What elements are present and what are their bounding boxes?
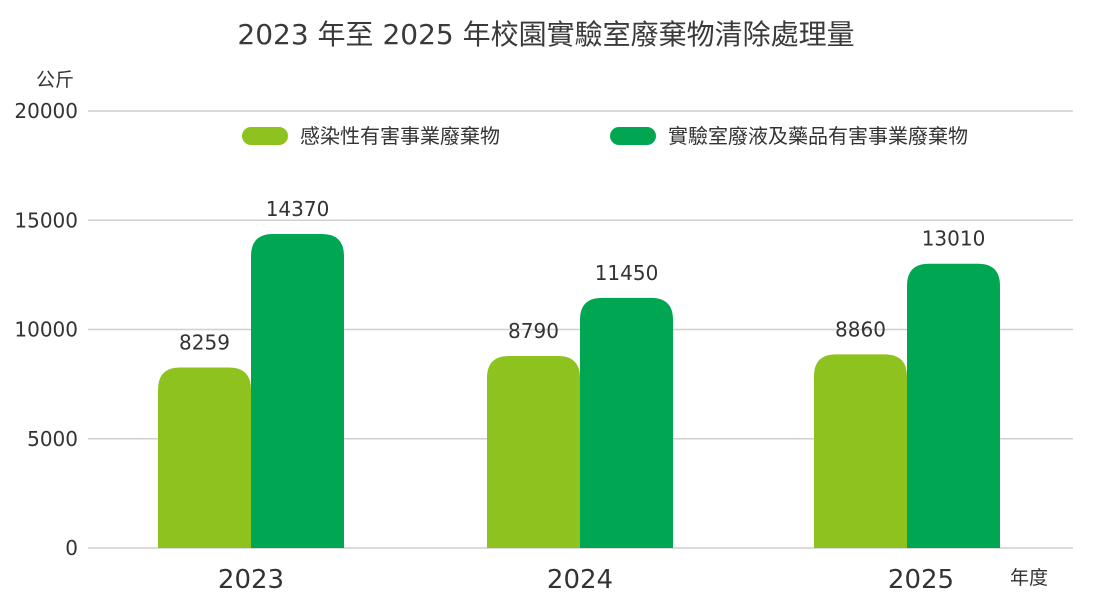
legend-label: 感染性有害事業廢棄物 bbox=[300, 124, 500, 148]
value-label: 11450 bbox=[595, 261, 659, 285]
x-axis-unit-label: 年度 bbox=[1010, 567, 1048, 589]
bar-2024-series-2 bbox=[580, 297, 673, 548]
x-category-label: 2025 bbox=[888, 565, 954, 595]
bar-2024-series-1 bbox=[487, 355, 580, 548]
y-axis-unit-label: 公斤 bbox=[36, 69, 74, 91]
y-axis-ticks: 0 5000 10000 15000 20000 bbox=[14, 99, 78, 560]
x-category-label: 2023 bbox=[218, 565, 284, 595]
bar-2025-series-1 bbox=[814, 354, 907, 548]
bar-2023-series-2 bbox=[251, 234, 344, 548]
chart-title: 2023 年至 2025 年校園實驗室廢棄物清除處理量 bbox=[237, 18, 854, 51]
value-labels: 8259 14370 8790 11450 8860 13010 bbox=[179, 197, 985, 355]
x-category-label: 2024 bbox=[547, 565, 613, 595]
value-label: 14370 bbox=[266, 197, 330, 221]
y-tick-label: 10000 bbox=[14, 318, 78, 342]
legend-swatch bbox=[610, 127, 656, 145]
value-label: 13010 bbox=[922, 227, 986, 251]
x-axis-categories: 2023 2024 2025 bbox=[218, 565, 954, 595]
y-tick-label: 0 bbox=[65, 536, 78, 560]
legend-label: 實驗室廢液及藥品有害事業廢棄物 bbox=[668, 124, 968, 148]
value-label: 8259 bbox=[179, 331, 230, 355]
value-label: 8790 bbox=[508, 319, 559, 343]
y-tick-label: 15000 bbox=[14, 208, 78, 232]
y-tick-label: 5000 bbox=[27, 427, 78, 451]
bars bbox=[158, 234, 1000, 548]
bar-2025-series-2 bbox=[907, 263, 1000, 548]
legend: 感染性有害事業廢棄物 實驗室廢液及藥品有害事業廢棄物 bbox=[242, 124, 968, 148]
legend-swatch bbox=[242, 127, 288, 145]
y-tick-label: 20000 bbox=[14, 99, 78, 123]
bar-2023-series-1 bbox=[158, 367, 251, 548]
value-label: 8860 bbox=[835, 317, 886, 341]
